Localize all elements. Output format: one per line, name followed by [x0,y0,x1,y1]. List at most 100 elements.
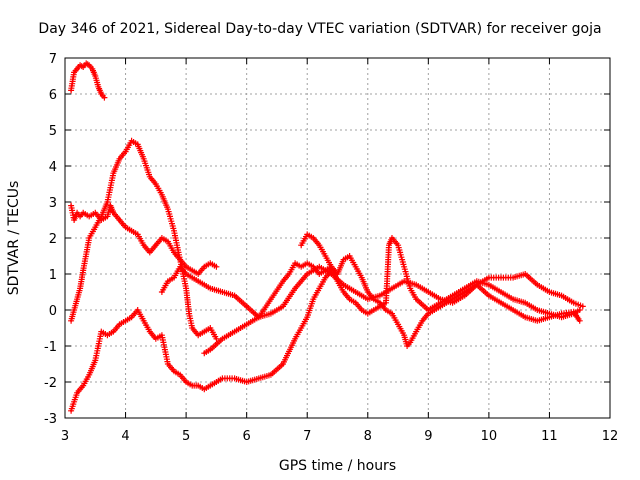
data-point [487,276,491,279]
data-point [487,283,491,286]
data-point [402,280,406,283]
data-point [172,229,176,232]
data-point [154,244,157,247]
data-point [415,330,418,333]
data-point [348,298,351,301]
data-point [142,244,145,247]
x-axis-label: GPS time / hours [279,458,396,474]
data-point [94,74,97,78]
data-point [166,280,170,283]
data-point [82,269,85,272]
data-point [336,280,339,283]
data-point [148,330,151,333]
data-point [184,380,188,384]
data-point [100,92,103,96]
data-point [78,63,82,67]
data-point [342,290,345,294]
data-point [118,323,121,326]
data-point [148,175,151,178]
data-point [160,236,164,240]
data-point [348,254,351,258]
data-point [172,370,176,373]
data-point [178,265,182,268]
data-point [88,236,91,240]
x-tick-label: 10 [481,429,498,444]
data-point [221,337,224,340]
data-point [118,218,121,222]
data-point [312,298,315,301]
data-point [215,337,218,340]
data-point [191,384,194,387]
data-point [82,65,85,69]
data-point [318,265,321,268]
data-point [409,341,412,344]
x-tick-label: 8 [364,429,372,444]
y-tick-label: 3 [49,196,57,211]
data-point [524,301,527,304]
data-point [154,337,157,340]
x-tick-label: 9 [424,429,432,444]
data-point [439,301,442,304]
data-point [536,319,539,322]
data-point [69,319,73,322]
data-point [578,308,581,312]
data-point [187,312,191,315]
data-point [106,200,109,204]
data-point [372,308,375,312]
data-point [69,89,73,92]
data-point [88,215,91,218]
data-point [387,244,391,247]
data-point [106,334,109,337]
x-tick-label: 5 [182,429,190,444]
data-point [427,308,430,312]
data-point [293,287,297,290]
data-point [572,312,575,315]
y-tick-label: -1 [44,340,57,355]
data-point [85,62,88,65]
data-point [269,312,273,315]
data-point [166,240,170,243]
data-series [68,60,586,414]
data-point [324,276,327,279]
data-point [548,312,551,315]
data-point [300,265,303,268]
data-point [324,269,327,272]
data-point [245,380,248,384]
data-point [548,290,551,294]
data-point [396,244,400,247]
data-point [160,193,164,196]
data-point [390,312,394,315]
x-tick-label: 7 [303,429,311,444]
data-point [160,334,164,337]
data-point [511,308,515,312]
data-point [184,272,188,276]
data-point [499,301,503,304]
y-tick-label: 6 [49,88,57,103]
data-point [560,316,563,319]
data-point [524,272,527,276]
data-point [75,391,79,394]
data-point [306,272,309,276]
data-point [82,384,85,387]
data-point [221,377,224,380]
data-point [536,308,539,312]
data-point [378,305,382,308]
data-point [97,344,100,348]
data-point [94,359,97,362]
y-tick-label: 0 [49,304,57,319]
data-point [94,226,97,229]
data-point [106,215,109,218]
data-point [360,308,363,312]
data-point [293,262,297,265]
data-point [318,287,321,290]
data-point [209,326,212,330]
data-point [233,330,236,333]
data-point [142,319,145,322]
data-point [75,67,79,71]
data-point [69,204,73,207]
data-point [427,290,430,294]
data-point [463,287,466,290]
data-point [487,294,491,297]
data-point [281,362,285,366]
data-point [269,298,273,301]
